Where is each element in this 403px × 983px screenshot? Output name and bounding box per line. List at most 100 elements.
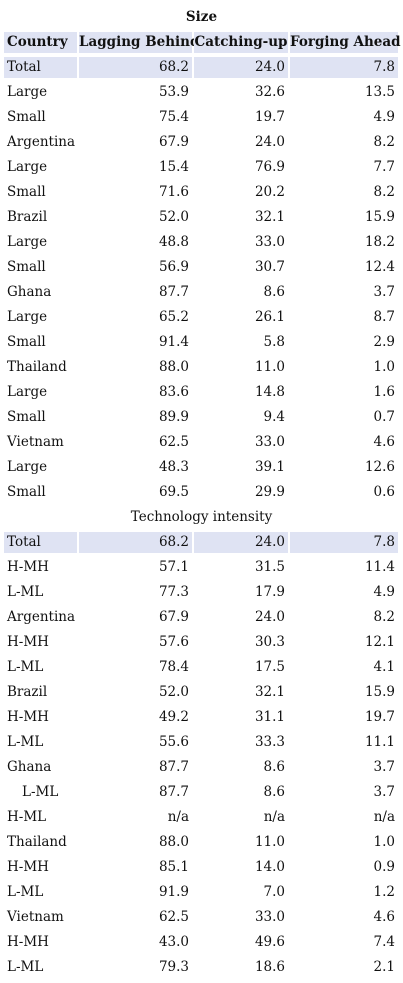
catching-up-value: 17.9: [254, 584, 285, 600]
catching-up-value: 49.6: [254, 934, 285, 950]
catching-up-value: 32.1: [254, 684, 285, 700]
lagging-behind-value: 87.7: [158, 284, 189, 300]
row-label: Total: [4, 532, 77, 553]
catching-up-value: 33.0: [254, 434, 285, 450]
lagging-behind-value: 87.7: [158, 784, 189, 800]
catching-up-value: 14.8: [254, 384, 285, 400]
section-title-technology-intensity: Technology intensity: [130, 509, 273, 525]
forging-ahead-value: 12.4: [364, 259, 395, 275]
row-label: Large: [7, 84, 48, 100]
catching-up-value: 39.1: [254, 459, 285, 475]
forging-ahead-value: 7.8: [290, 532, 398, 553]
lagging-behind-value: 52.0: [158, 684, 189, 700]
catching-up-value: 31.5: [254, 559, 285, 575]
forging-ahead-value: 15.9: [364, 684, 395, 700]
lagging-behind-value: 83.6: [158, 384, 189, 400]
catching-up-value: 76.9: [254, 159, 285, 175]
lagging-behind-value: 88.0: [158, 834, 189, 850]
row-label: Large: [7, 459, 48, 475]
catching-up-value: 17.5: [254, 659, 285, 675]
catching-up-value: 18.6: [254, 959, 285, 975]
catching-up-value: n/a: [263, 809, 285, 825]
column-header-forging-ahead: Forging Ahead: [290, 32, 401, 53]
catching-up-value: 32.1: [254, 209, 285, 225]
lagging-behind-value: 57.1: [158, 559, 189, 575]
table-row: H-MH 43.0 49.6 7.4: [0, 930, 403, 955]
forging-ahead-value: 8.7: [373, 309, 395, 325]
row-label: Small: [7, 484, 46, 500]
table-row: Brazil 52.0 32.1 15.9: [0, 680, 403, 705]
catching-up-value: 33.0: [254, 234, 285, 250]
lagging-behind-value: 15.4: [158, 159, 189, 175]
lagging-behind-value: 79.3: [158, 959, 189, 975]
forging-ahead-value: 19.7: [364, 709, 395, 725]
table-row: Large 53.9 32.6 13.5: [0, 80, 403, 105]
table-row: Argentina 67.9 24.0 8.2: [0, 130, 403, 155]
lagging-behind-value: 67.9: [158, 134, 189, 150]
row-label: Brazil: [7, 684, 48, 700]
lagging-behind-value: 78.4: [158, 659, 189, 675]
catching-up-value: 19.7: [254, 109, 285, 125]
row-label: Small: [7, 259, 46, 275]
lagging-behind-value: 91.4: [158, 334, 189, 350]
table-row: Thailand 88.0 11.0 1.0: [0, 830, 403, 855]
catching-up-value: 11.0: [254, 359, 285, 375]
row-label: Vietnam: [7, 434, 64, 450]
row-label: H-ML: [7, 809, 47, 825]
forging-ahead-value: 1.0: [373, 834, 395, 850]
catching-up-value: 30.3: [254, 634, 285, 650]
catching-up-value: 7.0: [263, 884, 285, 900]
forging-ahead-value: 7.4: [373, 934, 395, 950]
table-row: Large 48.3 39.1 12.6: [0, 455, 403, 480]
catching-up-value: 29.9: [254, 484, 285, 500]
lagging-behind-value: 71.6: [158, 184, 189, 200]
forging-ahead-value: 4.9: [373, 584, 395, 600]
forging-ahead-value: 18.2: [364, 234, 395, 250]
lagging-behind-value: 68.2: [79, 57, 192, 78]
lagging-behind-value: 56.9: [158, 259, 189, 275]
catching-up-value: 8.6: [263, 759, 285, 775]
row-label: Total: [4, 57, 77, 78]
table-row: Small 69.5 29.9 0.6: [0, 480, 403, 505]
lagging-behind-value: 52.0: [158, 209, 189, 225]
forging-ahead-value: 7.7: [373, 159, 395, 175]
table-total-row: Total 68.2 24.0 7.8: [0, 530, 403, 555]
forging-ahead-value: 11.4: [364, 559, 395, 575]
forging-ahead-value: 1.0: [373, 359, 395, 375]
catching-up-value: 5.8: [263, 334, 285, 350]
lagging-behind-value: 88.0: [158, 359, 189, 375]
table-row: Small 89.9 9.4 0.7: [0, 405, 403, 430]
forging-ahead-value: 8.2: [373, 609, 395, 625]
forging-ahead-value: 1.6: [373, 384, 395, 400]
section-title-size: Size: [185, 9, 218, 25]
catching-up-value: 24.0: [254, 609, 285, 625]
forging-ahead-value: 4.6: [373, 434, 395, 450]
catching-up-value: 8.6: [263, 284, 285, 300]
column-header-country: Country: [4, 32, 77, 53]
lagging-behind-value: 62.5: [158, 909, 189, 925]
forging-ahead-value: 8.2: [373, 134, 395, 150]
table-row: L-ML 91.9 7.0 1.2: [0, 880, 403, 905]
forging-ahead-value: 1.2: [373, 884, 395, 900]
lagging-behind-value: 57.6: [158, 634, 189, 650]
table-row: Ghana 87.7 8.6 3.7: [0, 755, 403, 780]
row-label: Large: [7, 309, 48, 325]
forging-ahead-value: 3.7: [373, 784, 395, 800]
row-label: Brazil: [7, 209, 48, 225]
lagging-behind-value: n/a: [167, 809, 189, 825]
table-total-row: Total 68.2 24.0 7.8: [0, 55, 403, 80]
table-row: Large 48.8 33.0 18.2: [0, 230, 403, 255]
lagging-behind-value: 68.2: [79, 532, 192, 553]
row-label: L-ML: [7, 959, 44, 975]
table-row: L-ML 55.6 33.3 11.1: [0, 730, 403, 755]
lagging-behind-value: 67.9: [158, 609, 189, 625]
table-row: Small 56.9 30.7 12.4: [0, 255, 403, 280]
table-row: Small 75.4 19.7 4.9: [0, 105, 403, 130]
row-label: L-ML: [7, 659, 44, 675]
forging-ahead-value: 11.1: [364, 734, 395, 750]
table-row: H-MH 85.1 14.0 0.9: [0, 855, 403, 880]
table-row: Large 83.6 14.8 1.6: [0, 380, 403, 405]
table-row: Ghana 87.7 8.6 3.7: [0, 280, 403, 305]
table-row: H-ML n/a n/a n/a: [0, 805, 403, 830]
table-row: Large 15.4 76.9 7.7: [0, 155, 403, 180]
